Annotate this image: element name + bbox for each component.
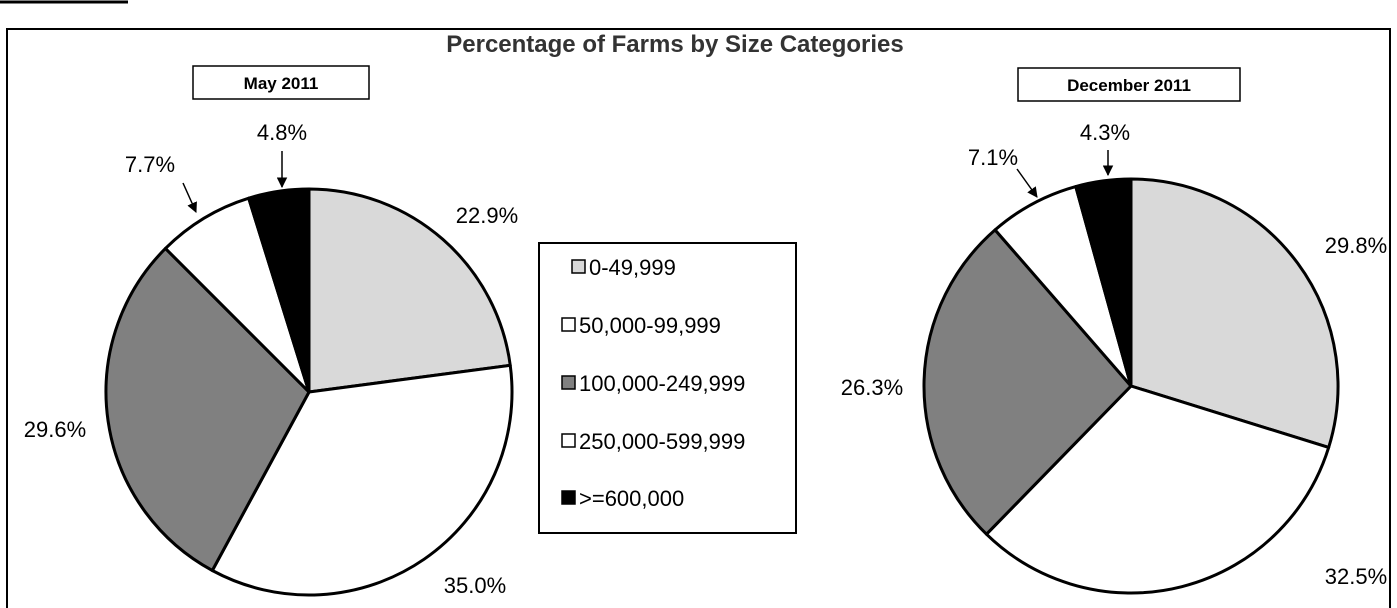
pie-december-2011-label-3: 7.1% [968, 145, 1018, 170]
legend-label-2: 100,000-249,999 [579, 371, 745, 396]
pie-december-2011-slice-1 [984, 384, 1331, 595]
pie-december-2011-label-2: 26.3% [841, 375, 903, 400]
legend-label-4: >=600,000 [579, 486, 684, 511]
pie-may-2011: 22.9% 35.0% 29.6% 7.7% 4.8% [24, 120, 518, 598]
legend-label-3: 250,000-599,999 [579, 429, 745, 454]
pie-may-2011-slice-0 [307, 187, 512, 394]
pie-may-2011-label-4: 4.8% [257, 120, 307, 145]
pie-december-2011: 29.8% 32.5% 26.3% 7.1% 4.3% [841, 120, 1387, 595]
pie-may-2011-slice-3 [163, 196, 311, 394]
pie-december-2011-label-0: 29.8% [1325, 233, 1387, 258]
legend-swatch-1 [561, 317, 576, 332]
legend-label-1: 50,000-99,999 [579, 313, 721, 338]
pie-may-2011-title-box [192, 65, 370, 100]
chart-title: Percentage of Farms by Size Categories [446, 31, 904, 58]
pie-may-2011-leader-3 [182, 182, 197, 213]
pie-may-2011-label-3: 7.7% [125, 152, 175, 177]
pie-december-2011-title: December 2011 [1067, 76, 1191, 95]
pie-december-2011-slice-4 [1074, 177, 1133, 388]
pie-may-2011-label-0: 22.9% [456, 203, 518, 228]
pie-may-2011-label-1: 35.0% [444, 573, 506, 598]
pie-may-2011-title: May 2011 [244, 74, 319, 93]
legend-swatch-0 [571, 259, 586, 274]
legend-frame [538, 242, 797, 534]
pie-december-2011-slice-0 [1129, 177, 1340, 449]
pie-may-2011-slice-2 [104, 246, 311, 572]
pie-may-2011-slice-4 [247, 187, 311, 394]
pie-december-2011-title-box [1017, 67, 1241, 102]
legend-swatch-2 [561, 375, 576, 390]
legend-swatch-3 [561, 433, 576, 448]
pie-may-2011-label-2: 29.6% [24, 417, 86, 442]
pie-may-2011-slice-1 [210, 363, 514, 597]
legend: 0-49,999 50,000-99,999 100,000-249,999 250,… [538, 242, 797, 534]
pie-december-2011-leader-3 [1016, 168, 1038, 198]
pie-december-2011-label-4: 4.3% [1080, 120, 1130, 145]
legend-swatch-4 [561, 490, 576, 505]
pie-december-2011-label-1: 32.5% [1325, 564, 1387, 589]
pie-december-2011-slice-2 [922, 228, 1133, 536]
legend-label-0: 0-49,999 [589, 255, 676, 280]
